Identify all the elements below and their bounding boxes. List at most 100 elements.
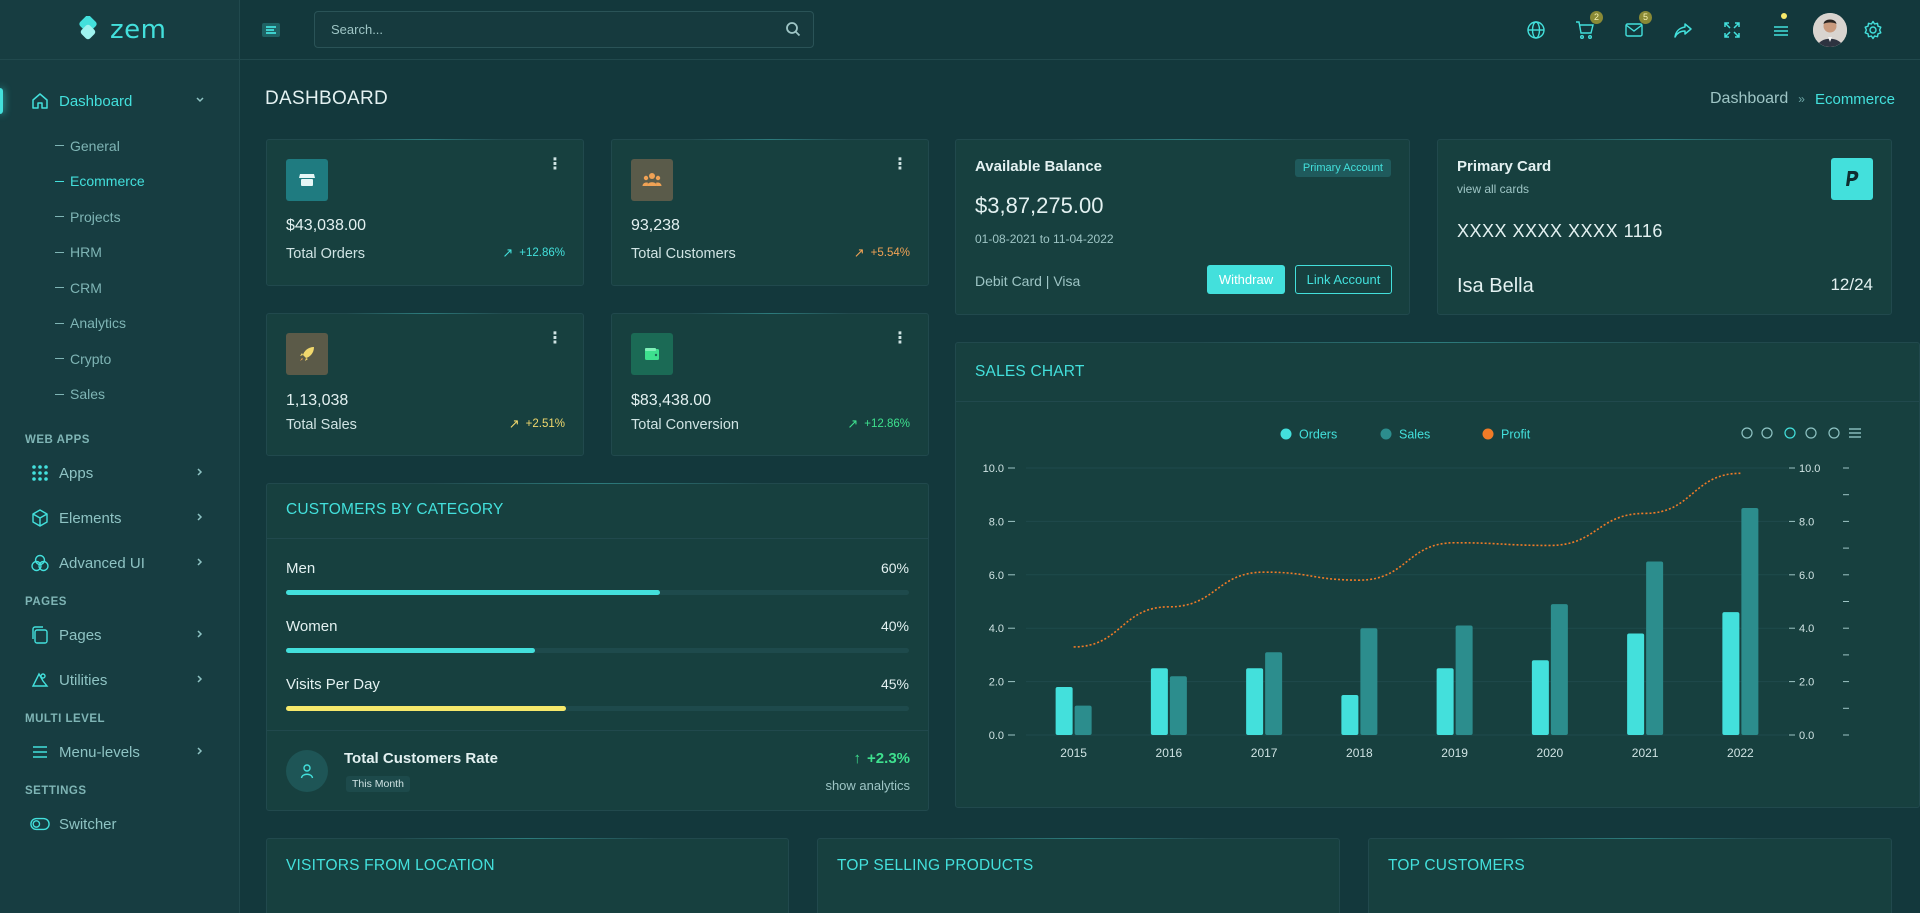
sidebar-item-elements[interactable]: Elements — [0, 501, 239, 535]
sidebar-nav: Dashboard General Ecommerce Projects HRM… — [0, 60, 239, 841]
sidebar-subitem-ecommerce[interactable]: Ecommerce — [0, 164, 239, 200]
primary-account-badge: Primary Account — [1294, 159, 1391, 177]
card-title: CUSTOMERS BY CATEGORY — [286, 501, 504, 518]
chevron-right-icon — [195, 556, 205, 570]
more-options-icon[interactable]: ⋮ — [892, 330, 908, 347]
trend-value: +5.54% — [870, 247, 910, 259]
more-options-icon[interactable]: ⋮ — [547, 156, 563, 173]
toggle-icon — [30, 814, 50, 834]
user-icon — [286, 750, 328, 792]
stat-label: Total Conversion — [631, 417, 739, 433]
sidebar-subitem-general[interactable]: General — [0, 128, 239, 164]
subitem-label: Sales — [70, 386, 106, 403]
sidebar-subitem-analytics[interactable]: Analytics — [0, 306, 239, 342]
fullscreen-icon[interactable] — [1720, 18, 1744, 42]
sidebar-item-label: Pages — [59, 626, 102, 644]
trend-up-icon: ↗ — [502, 245, 514, 260]
zoom-in-icon[interactable] — [1741, 427, 1753, 439]
y-tick-label: 8.0 — [989, 516, 1004, 528]
x-tick-label: 2015 — [1060, 746, 1087, 760]
sidebar-item-advanced-ui[interactable]: Advanced UI — [0, 546, 239, 580]
card-title: TOP SELLING PRODUCTS — [837, 857, 1034, 874]
category-percent: 45% — [880, 676, 909, 692]
show-analytics-link[interactable]: show analytics — [825, 778, 910, 793]
more-options-icon[interactable]: ⋮ — [892, 156, 908, 173]
subitem-label: Analytics — [70, 315, 127, 332]
sidebar-subitem-projects[interactable]: Projects — [0, 199, 239, 235]
bar-sales — [1550, 604, 1568, 735]
zoom-select-icon[interactable] — [1784, 427, 1796, 439]
progress-fill — [286, 590, 660, 595]
sidebar-subitem-crypto[interactable]: Crypto — [0, 341, 239, 377]
rocket-icon — [286, 333, 328, 375]
breadcrumb-dashboard[interactable]: Dashboard — [1710, 90, 1789, 107]
users-icon — [631, 159, 673, 201]
sidebar-item-utilities[interactable]: Utilities — [0, 663, 239, 697]
menu-toggle-icon[interactable] — [260, 19, 282, 41]
link-account-button[interactable]: Link Account — [1295, 265, 1392, 294]
bar-sales — [1741, 508, 1759, 735]
sidebar-item-switcher[interactable]: Switcher — [0, 807, 239, 841]
utilities-icon — [30, 670, 50, 690]
sidebar-item-apps[interactable]: Apps — [0, 456, 239, 490]
sidebar-item-label: Apps — [59, 464, 94, 482]
bar-orders — [1531, 660, 1549, 735]
notifications-list-icon[interactable] — [1769, 13, 1793, 42]
share-icon[interactable] — [1671, 18, 1695, 42]
card-expiry: 12/24 — [1830, 275, 1873, 294]
y-tick-label: 4.0 — [989, 623, 1004, 635]
sidebar-subitem-hrm[interactable]: HRM — [0, 235, 239, 271]
breadcrumb-separator-icon: » — [1798, 92, 1805, 106]
brand[interactable]: zem — [0, 0, 239, 60]
bar-sales — [1455, 625, 1473, 735]
sidebar-item-menu-levels[interactable]: Menu-levels — [0, 735, 239, 769]
top-customers-card: TOP CUSTOMERS — [1368, 838, 1892, 913]
zoom-out-icon[interactable] — [1761, 427, 1773, 439]
category-name: Men — [286, 560, 316, 577]
rate-value: ↑ +2.3% — [854, 750, 910, 767]
sidebar-item-dashboard[interactable]: Dashboard — [0, 84, 239, 118]
settings-gear-icon[interactable] — [1861, 18, 1885, 42]
bar-orders — [1055, 686, 1073, 735]
sidebar-subitem-crm[interactable]: CRM — [0, 270, 239, 306]
top-header: 2 5 — [240, 0, 1920, 60]
sidebar-item-pages[interactable]: Pages — [0, 618, 239, 652]
y-tick-label: 6.0 — [989, 570, 1004, 582]
dash-marker — [55, 145, 64, 147]
subitem-label: Crypto — [70, 350, 112, 367]
bar-orders — [1246, 668, 1264, 735]
x-tick-label: 2017 — [1251, 746, 1278, 760]
dash-marker — [55, 251, 64, 253]
reset-home-icon[interactable] — [1828, 427, 1840, 439]
y-tick-label: 2.0 — [989, 677, 1004, 689]
pan-icon[interactable] — [1805, 427, 1817, 439]
stat-label: Total Sales — [286, 417, 357, 433]
legend-marker — [1380, 428, 1392, 440]
customers-by-category-card: CUSTOMERS BY CATEGORY Men 60% Women 40% … — [266, 483, 929, 811]
bar-orders — [1436, 668, 1454, 735]
globe-icon[interactable] — [1524, 18, 1548, 42]
sidebar-subitem-sales[interactable]: Sales — [0, 377, 239, 413]
y-tick-label: 0.0 — [989, 730, 1004, 742]
search-icon[interactable] — [785, 21, 801, 42]
balance-date-range: 01-08-2021 to 11-04-2022 — [975, 232, 1114, 246]
bar-orders — [1341, 694, 1359, 735]
x-tick-label: 2019 — [1441, 746, 1468, 760]
avatar[interactable] — [1813, 13, 1847, 47]
category-name: Visits Per Day — [286, 676, 380, 693]
bar-orders — [1722, 612, 1740, 735]
more-options-icon[interactable]: ⋮ — [547, 330, 563, 347]
menu-icon[interactable] — [1849, 428, 1861, 438]
progress-track — [286, 648, 909, 653]
stat-card-total-orders: ⋮ $43,038.00 Total Orders ↗ +12.86% — [266, 139, 584, 286]
category-row-men: Men 60% — [286, 560, 909, 595]
stat-trend: ↗ +5.54% — [854, 245, 910, 261]
search-input[interactable] — [315, 12, 755, 47]
cart-icon[interactable]: 2 — [1573, 11, 1603, 42]
x-tick-label: 2016 — [1156, 746, 1183, 760]
view-all-cards-link[interactable]: view all cards — [1457, 182, 1530, 196]
withdraw-button[interactable]: Withdraw — [1207, 265, 1285, 294]
subitem-label: CRM — [70, 279, 102, 296]
stat-card-total-conversion: ⋮ $83,438.00 Total Conversion ↗ +12.86% — [611, 313, 929, 456]
mail-icon[interactable]: 5 — [1622, 11, 1652, 42]
